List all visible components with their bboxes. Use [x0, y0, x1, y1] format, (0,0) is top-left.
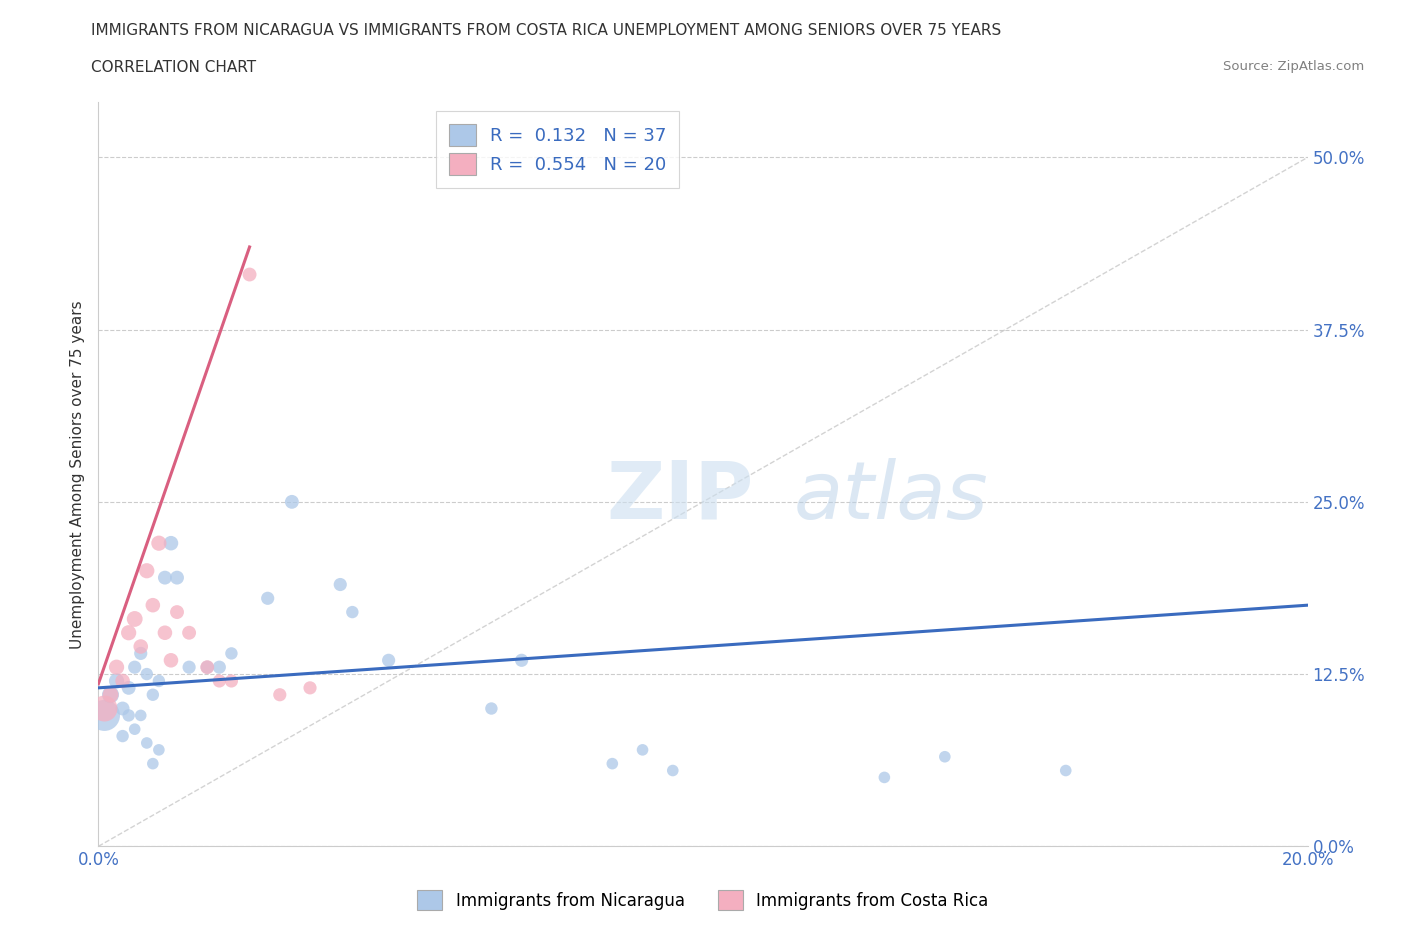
Point: [299, 681, 322, 696]
Point: [118, 625, 141, 640]
Point: [510, 653, 533, 668]
Point: [100, 687, 122, 702]
Point: [166, 570, 188, 585]
Point: [377, 653, 399, 668]
Point: [281, 495, 304, 510]
Point: [195, 659, 218, 674]
Text: atlas: atlas: [793, 458, 988, 536]
Point: [221, 646, 243, 661]
Legend: R =  0.132   N = 37, R =  0.554   N = 20: R = 0.132 N = 37, R = 0.554 N = 20: [436, 112, 679, 188]
Point: [631, 742, 654, 757]
Point: [256, 591, 278, 605]
Point: [221, 673, 243, 688]
Text: CORRELATION CHART: CORRELATION CHART: [91, 60, 256, 75]
Point: [142, 687, 165, 702]
Point: [148, 536, 170, 551]
Point: [148, 673, 170, 688]
Point: [118, 708, 141, 723]
Point: [179, 659, 201, 674]
Point: [269, 687, 291, 702]
Point: [153, 625, 176, 640]
Point: [481, 701, 503, 716]
Point: [129, 708, 152, 723]
Point: [135, 667, 157, 682]
Point: [124, 722, 146, 737]
Point: [129, 639, 152, 654]
Point: [661, 764, 683, 778]
Point: [105, 659, 128, 674]
Point: [602, 756, 624, 771]
Legend: Immigrants from Nicaragua, Immigrants from Costa Rica: Immigrants from Nicaragua, Immigrants fr…: [411, 884, 995, 917]
Point: [195, 659, 218, 674]
Point: [208, 659, 231, 674]
Point: [124, 612, 146, 627]
Text: Source: ZipAtlas.com: Source: ZipAtlas.com: [1223, 60, 1364, 73]
Y-axis label: Unemployment Among Seniors over 75 years: Unemployment Among Seniors over 75 years: [69, 300, 84, 648]
Point: [329, 578, 352, 592]
Point: [142, 598, 165, 613]
Point: [135, 736, 157, 751]
Point: [160, 653, 183, 668]
Point: [135, 564, 157, 578]
Point: [93, 701, 115, 716]
Point: [1054, 764, 1077, 778]
Point: [105, 673, 128, 688]
Point: [111, 728, 134, 743]
Point: [111, 673, 134, 688]
Point: [179, 625, 201, 640]
Point: [342, 604, 364, 619]
Point: [124, 659, 146, 674]
Point: [160, 536, 183, 551]
Point: [118, 681, 141, 696]
Point: [148, 742, 170, 757]
Text: ZIP: ZIP: [606, 458, 754, 536]
Point: [934, 750, 956, 764]
Point: [111, 701, 134, 716]
Point: [93, 708, 115, 723]
Point: [142, 756, 165, 771]
Point: [129, 646, 152, 661]
Point: [166, 604, 188, 619]
Point: [153, 570, 176, 585]
Point: [100, 687, 122, 702]
Point: [208, 673, 231, 688]
Point: [873, 770, 896, 785]
Point: [239, 267, 262, 282]
Text: IMMIGRANTS FROM NICARAGUA VS IMMIGRANTS FROM COSTA RICA UNEMPLOYMENT AMONG SENIO: IMMIGRANTS FROM NICARAGUA VS IMMIGRANTS …: [91, 23, 1001, 38]
